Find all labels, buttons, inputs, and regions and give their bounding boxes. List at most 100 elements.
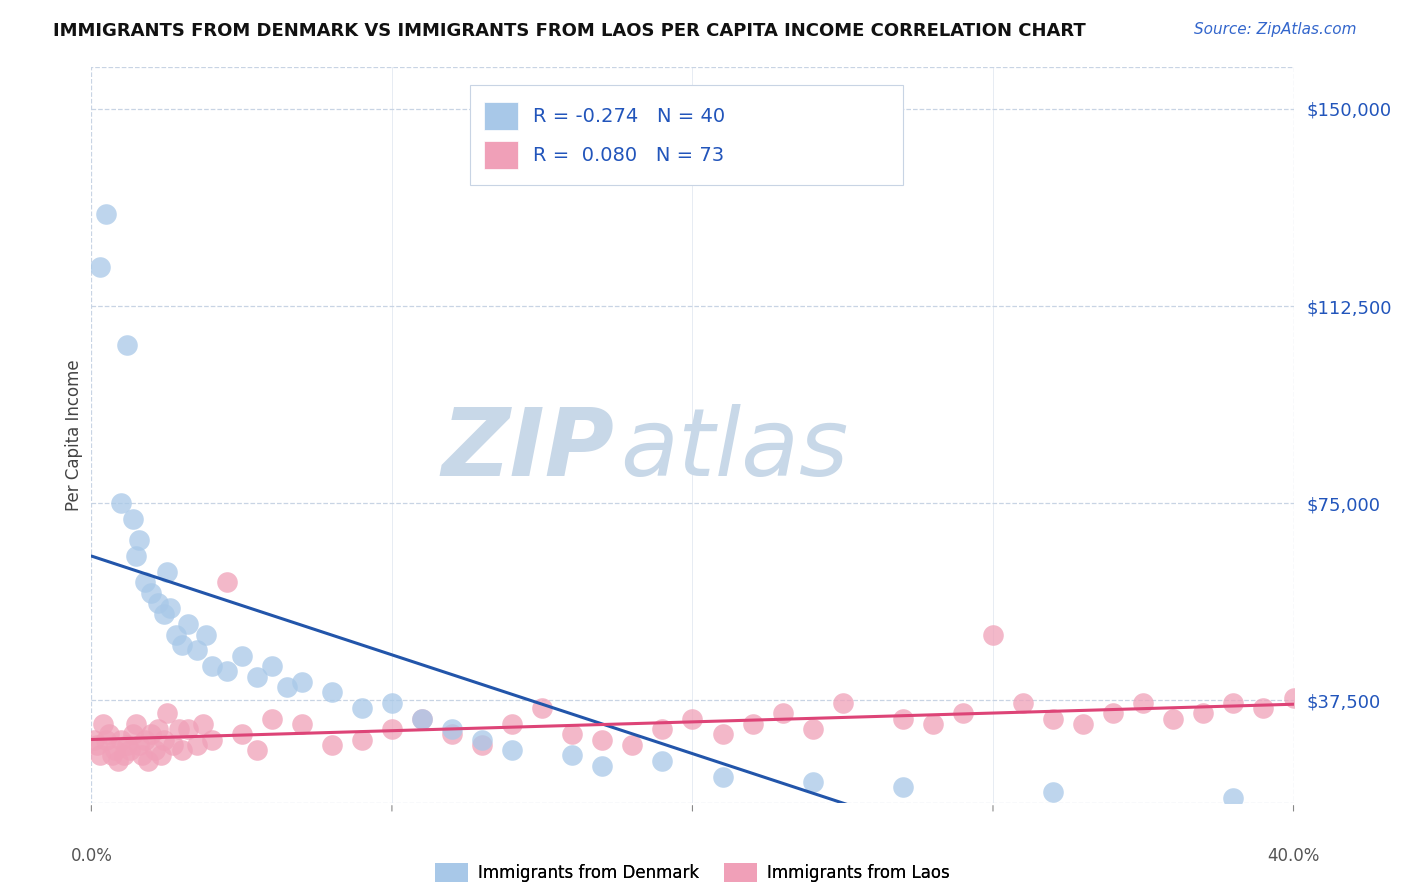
Point xyxy=(260,712,283,726)
Point xyxy=(1372,665,1395,679)
Point xyxy=(711,727,734,741)
Point xyxy=(107,754,129,768)
Point xyxy=(110,496,132,510)
Point xyxy=(120,743,142,757)
Point xyxy=(83,732,105,747)
Point xyxy=(128,738,150,752)
Point xyxy=(1222,696,1244,710)
Text: ZIP: ZIP xyxy=(441,403,614,496)
Point xyxy=(260,659,283,673)
Point xyxy=(143,743,166,757)
Text: IMMIGRANTS FROM DENMARK VS IMMIGRANTS FROM LAOS PER CAPITA INCOME CORRELATION CH: IMMIGRANTS FROM DENMARK VS IMMIGRANTS FR… xyxy=(53,22,1087,40)
Point xyxy=(176,617,198,632)
Point xyxy=(167,723,190,737)
Point xyxy=(981,627,1004,641)
Point xyxy=(381,696,404,710)
Point xyxy=(122,727,145,741)
Point xyxy=(891,712,914,726)
Point xyxy=(128,533,150,547)
Point xyxy=(741,717,763,731)
Point xyxy=(711,770,734,784)
Point xyxy=(96,732,118,747)
Point xyxy=(191,717,214,731)
Point xyxy=(1222,790,1244,805)
Point xyxy=(1042,712,1064,726)
Point xyxy=(651,754,673,768)
Text: 0.0%: 0.0% xyxy=(70,847,112,865)
Point xyxy=(831,696,853,710)
Point xyxy=(291,717,314,731)
Point xyxy=(246,670,269,684)
Text: atlas: atlas xyxy=(620,404,849,495)
Point xyxy=(152,732,174,747)
Point xyxy=(89,260,111,274)
Point xyxy=(89,748,111,763)
Point xyxy=(1071,717,1094,731)
Point xyxy=(501,743,523,757)
Point xyxy=(146,723,169,737)
Point xyxy=(1253,701,1275,715)
Point xyxy=(350,701,373,715)
FancyBboxPatch shape xyxy=(470,86,903,185)
Point xyxy=(122,512,145,526)
Point xyxy=(131,748,153,763)
Point xyxy=(159,601,181,615)
Point xyxy=(321,738,343,752)
Point xyxy=(110,732,132,747)
Point xyxy=(186,738,208,752)
FancyBboxPatch shape xyxy=(485,141,519,169)
Point xyxy=(772,706,794,721)
Legend: Immigrants from Denmark, Immigrants from Laos: Immigrants from Denmark, Immigrants from… xyxy=(434,863,950,882)
Point xyxy=(86,738,108,752)
Point xyxy=(291,674,314,689)
Point xyxy=(350,732,373,747)
Point xyxy=(1042,785,1064,799)
Point xyxy=(246,743,269,757)
Point xyxy=(201,659,224,673)
Point xyxy=(922,717,945,731)
Point xyxy=(149,748,172,763)
Point xyxy=(621,738,644,752)
Point xyxy=(501,717,523,731)
Text: Source: ZipAtlas.com: Source: ZipAtlas.com xyxy=(1194,22,1357,37)
Point xyxy=(93,717,115,731)
Point xyxy=(1403,774,1406,789)
Point xyxy=(194,627,217,641)
Point xyxy=(1282,690,1305,705)
Point xyxy=(952,706,974,721)
Point xyxy=(152,607,174,621)
Point xyxy=(1102,706,1125,721)
Point xyxy=(1012,696,1035,710)
Point xyxy=(125,717,148,731)
Point xyxy=(96,207,118,221)
Point xyxy=(162,738,184,752)
Point xyxy=(531,701,554,715)
Point xyxy=(1161,712,1184,726)
Point xyxy=(104,743,127,757)
Point xyxy=(146,596,169,610)
Point xyxy=(215,575,238,590)
Point xyxy=(134,575,156,590)
Point xyxy=(411,712,433,726)
Point xyxy=(117,738,139,752)
Point xyxy=(471,732,494,747)
Y-axis label: Per Capita Income: Per Capita Income xyxy=(65,359,83,510)
Point xyxy=(591,759,613,773)
Text: 40.0%: 40.0% xyxy=(1267,847,1320,865)
Point xyxy=(801,723,824,737)
Point xyxy=(186,643,208,657)
Point xyxy=(561,727,583,741)
Point xyxy=(231,648,253,663)
Point xyxy=(138,754,160,768)
Point xyxy=(165,627,187,641)
Point xyxy=(471,738,494,752)
Point xyxy=(170,638,193,652)
Point xyxy=(1132,696,1154,710)
Point xyxy=(891,780,914,794)
Point xyxy=(114,748,136,763)
Point xyxy=(411,712,433,726)
Point xyxy=(134,732,156,747)
Point xyxy=(276,680,298,694)
Point xyxy=(201,732,224,747)
Point xyxy=(681,712,703,726)
